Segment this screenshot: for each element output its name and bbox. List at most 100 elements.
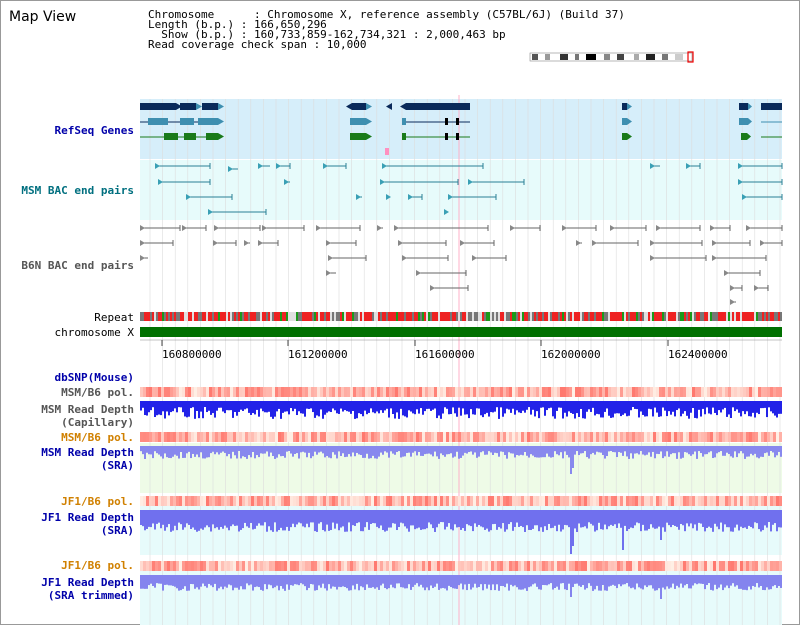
pol-cell <box>455 387 458 397</box>
depth-bar <box>772 510 774 525</box>
pol-cell <box>341 496 344 506</box>
pol-cell <box>656 496 659 506</box>
pol-cell <box>395 432 398 442</box>
pol-cell <box>446 496 449 506</box>
depth-bar <box>714 446 716 458</box>
pol-cell <box>149 387 152 397</box>
depth-bar <box>568 446 570 458</box>
chromosome-ideogram[interactable] <box>529 51 694 63</box>
depth-bar <box>766 575 768 588</box>
depth-bar <box>578 401 580 417</box>
pol-cell <box>467 432 470 442</box>
msm-depth-sra-track[interactable] <box>140 446 782 474</box>
repeat-block <box>752 312 754 321</box>
pol-cell <box>755 496 758 506</box>
repeat-block <box>264 312 266 321</box>
pol-cell <box>278 496 281 506</box>
depth-bar <box>172 575 174 586</box>
depth-bar <box>496 575 498 585</box>
pol-cell <box>701 387 704 397</box>
depth-bar <box>732 401 734 408</box>
pol-cell <box>743 561 746 571</box>
depth-bar <box>330 446 332 459</box>
track-label-b6n-bac[interactable]: B6N BAC end pairs <box>21 259 134 272</box>
depth-bar <box>640 401 642 412</box>
pol-cell <box>593 496 596 506</box>
depth-bar <box>660 401 662 417</box>
depth-bar <box>542 401 544 408</box>
msm-b6-pol-track-2[interactable] <box>140 432 782 442</box>
msm-depth-capillary-track[interactable] <box>140 401 782 419</box>
repeat-block <box>542 312 544 321</box>
refseq-genes[interactable] <box>140 103 782 155</box>
depth-bar <box>544 510 546 527</box>
depth-bar <box>310 510 312 523</box>
jf1-depth-sra-track[interactable] <box>140 510 782 554</box>
pol-cell <box>635 561 638 571</box>
depth-bar <box>708 510 710 527</box>
track-label-msm-bac[interactable]: MSM BAC end pairs <box>21 184 134 197</box>
jf1-b6-pol-track-2[interactable] <box>140 561 782 571</box>
msm-b6-pol-track[interactable] <box>140 387 782 397</box>
jf1-depth-trimmed-track[interactable] <box>140 575 782 599</box>
pol-cell <box>320 432 323 442</box>
depth-bar <box>412 446 414 453</box>
track-label-refseq[interactable]: RefSeq Genes <box>54 124 134 137</box>
chromosome-track[interactable] <box>140 327 782 337</box>
depth-bar <box>204 401 206 408</box>
depth-bar <box>716 446 718 454</box>
depth-bar <box>446 510 448 527</box>
depth-bar <box>752 401 754 413</box>
pol-cell <box>740 561 743 571</box>
repeat-block <box>626 312 628 321</box>
msm-bac-end <box>386 194 391 200</box>
repeat-block <box>360 312 362 321</box>
depth-bar <box>698 401 700 410</box>
depth-bar <box>726 401 728 417</box>
depth-bar <box>146 401 148 416</box>
pol-cell <box>389 387 392 397</box>
pol-cell <box>470 496 473 506</box>
depth-bar <box>386 575 388 590</box>
depth-bar <box>568 510 570 528</box>
depth-bar <box>596 401 598 414</box>
track-label-jf1-depth-sub: (SRA) <box>100 524 134 537</box>
repeat-block <box>616 312 618 321</box>
depth-bar <box>302 401 304 414</box>
pol-cell <box>140 561 143 571</box>
pol-cell <box>284 432 287 442</box>
repeat-block <box>392 312 394 321</box>
pol-cell <box>566 432 569 442</box>
repeat-block <box>778 312 780 321</box>
msm-bac-end <box>650 163 655 169</box>
pol-cell <box>521 432 524 442</box>
b6n-bac-pairs[interactable] <box>140 225 783 305</box>
repeat-block <box>160 312 162 321</box>
pol-cell <box>725 561 728 571</box>
depth-bar <box>322 401 324 419</box>
pol-cell <box>458 432 461 442</box>
depth-bar <box>602 510 604 530</box>
depth-bar <box>304 510 306 528</box>
msm-bac-pairs[interactable] <box>155 163 783 215</box>
depth-bar <box>590 401 592 412</box>
jf1-b6-pol-track[interactable] <box>140 496 782 506</box>
track-label-dbsnp[interactable]: dbSNP(Mouse) <box>54 371 134 384</box>
b6n-bac-end <box>326 240 331 246</box>
pol-cell <box>149 561 152 571</box>
pol-cell <box>440 561 443 571</box>
pol-cell <box>584 432 587 442</box>
repeat-block <box>348 312 350 321</box>
depth-bar <box>146 446 148 453</box>
depth-bar <box>336 401 338 414</box>
depth-bar <box>292 575 294 586</box>
pol-cell <box>653 561 656 571</box>
depth-bar <box>434 510 436 532</box>
pol-cell <box>755 432 758 442</box>
depth-bar <box>566 510 568 526</box>
pol-cell <box>767 496 770 506</box>
depth-bar <box>152 446 154 459</box>
repeat-block <box>750 312 752 321</box>
depth-bar <box>658 446 660 455</box>
